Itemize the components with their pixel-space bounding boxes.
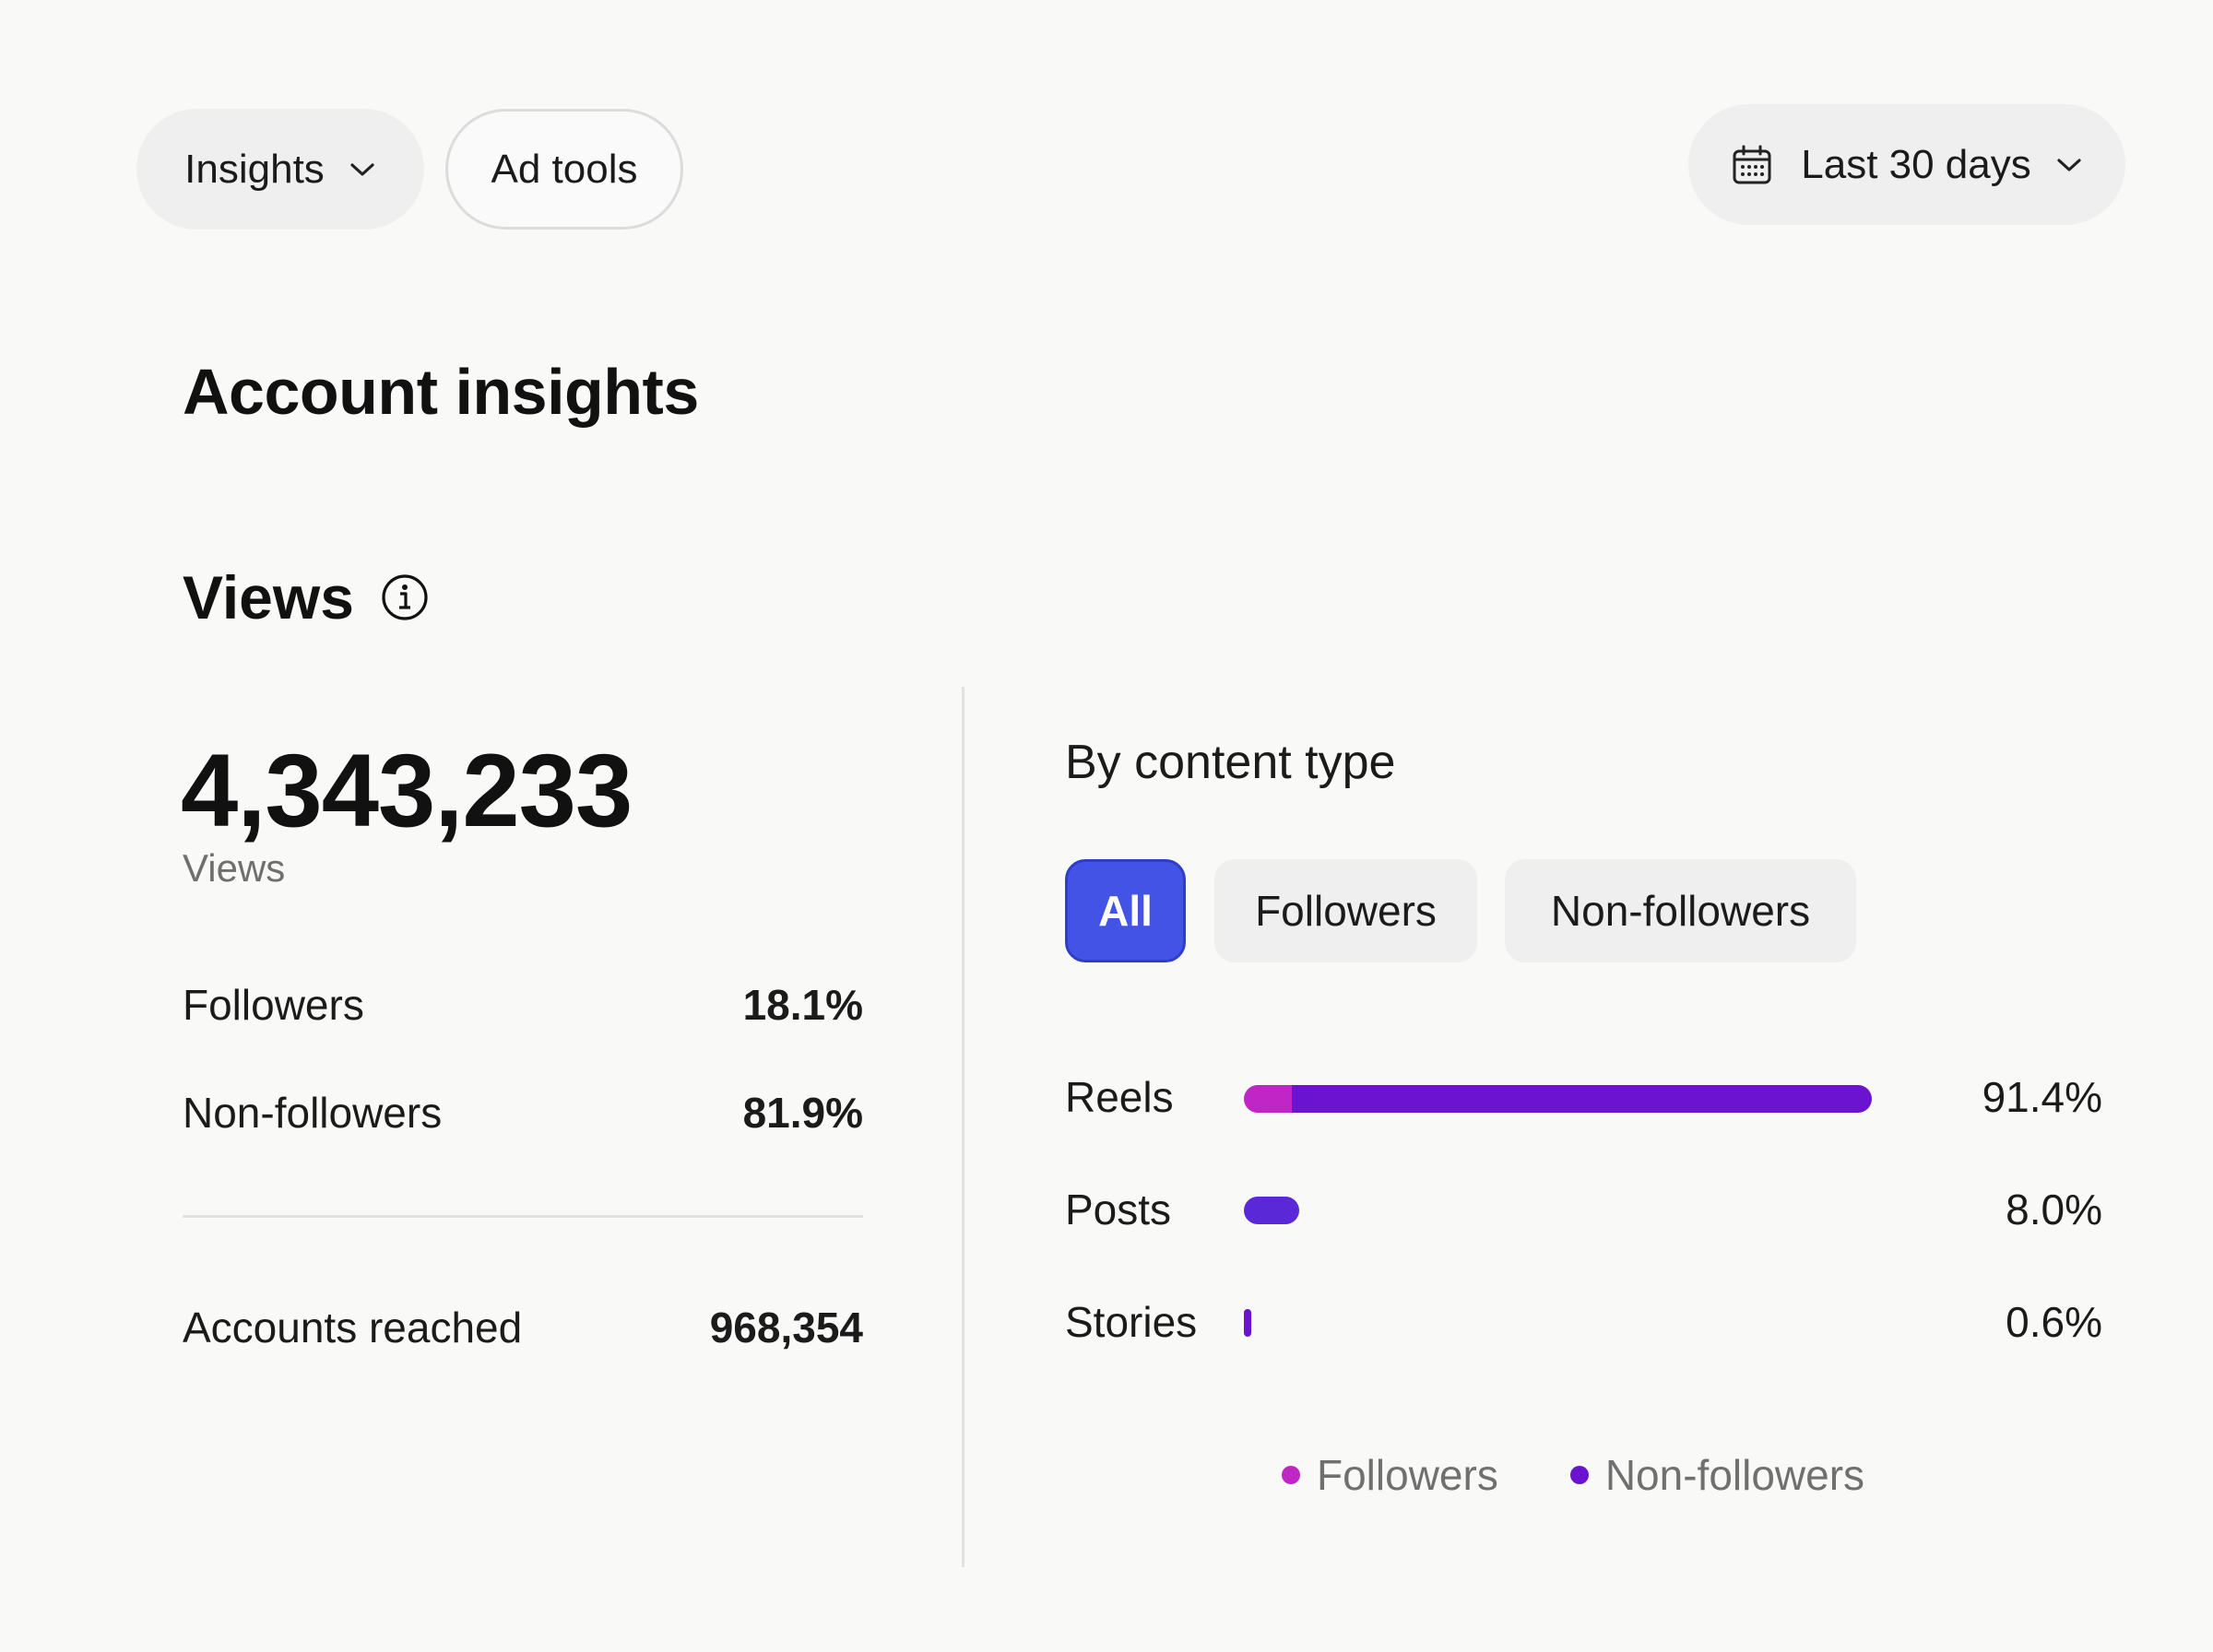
value-label-posts: 8.0% bbox=[2006, 1186, 2102, 1233]
bar-segment-non-followers bbox=[1244, 1309, 1251, 1337]
bar-segment-non-followers bbox=[1244, 1197, 1299, 1224]
non-followers-label: Non-followers bbox=[183, 1089, 443, 1137]
tab-all[interactable]: All bbox=[1065, 859, 1186, 962]
bar-segment-followers bbox=[1244, 1085, 1293, 1113]
value-label-reels: 91.4% bbox=[1982, 1073, 2102, 1121]
tab-followers[interactable]: Followers bbox=[1214, 859, 1477, 962]
legend-label-followers: Followers bbox=[1317, 1451, 1498, 1499]
bar-track-reels bbox=[1244, 1085, 1872, 1113]
bar-segment-non-followers bbox=[1292, 1085, 1872, 1113]
tab-all-label: All bbox=[1098, 887, 1153, 935]
category-label-stories: Stories bbox=[1065, 1298, 1198, 1346]
value-label-stories: 0.6% bbox=[2006, 1298, 2102, 1346]
bar-stories bbox=[1244, 1309, 1251, 1337]
content-type-title: By content type bbox=[1065, 736, 1396, 789]
insights-dropdown-label: Insights bbox=[184, 146, 325, 192]
divider bbox=[183, 1215, 863, 1218]
info-icon[interactable] bbox=[380, 572, 430, 622]
vertical-divider bbox=[962, 687, 964, 1567]
ad-tools-label: Ad tools bbox=[491, 146, 638, 192]
chevron-down-icon bbox=[349, 160, 376, 179]
tab-followers-label: Followers bbox=[1255, 887, 1437, 935]
views-total: 4,343,233 bbox=[181, 733, 633, 848]
views-total-label: Views bbox=[183, 846, 286, 890]
calendar-icon bbox=[1731, 144, 1773, 186]
accounts-reached-label: Accounts reached bbox=[183, 1304, 523, 1351]
views-heading-label: Views bbox=[183, 563, 354, 631]
bar-track-stories bbox=[1244, 1309, 1872, 1337]
page-title: Account insights bbox=[183, 356, 699, 428]
bar-posts bbox=[1244, 1197, 1299, 1224]
legend-label-non-followers: Non-followers bbox=[1604, 1451, 1865, 1499]
bar-reels bbox=[1244, 1085, 1872, 1113]
category-label-posts: Posts bbox=[1065, 1186, 1172, 1233]
legend-dot-followers bbox=[1282, 1466, 1300, 1484]
followers-label: Followers bbox=[183, 981, 364, 1029]
bar-track-posts bbox=[1244, 1197, 1872, 1224]
category-label-reels: Reels bbox=[1065, 1073, 1174, 1121]
legend-item-followers: Followers bbox=[1282, 1450, 1498, 1500]
date-range-dropdown[interactable]: Last 30 days bbox=[1688, 104, 2125, 225]
chart-legend: Followers Non-followers bbox=[1282, 1450, 1936, 1500]
insights-dropdown[interactable]: Insights bbox=[136, 109, 424, 230]
chevron-down-icon bbox=[2055, 156, 2083, 174]
followers-value: 18.1% bbox=[742, 981, 863, 1029]
legend-dot-non-followers bbox=[1569, 1466, 1589, 1484]
tab-non-followers-label: Non-followers bbox=[1550, 887, 1811, 935]
legend-item-non-followers: Non-followers bbox=[1569, 1450, 1865, 1500]
tab-non-followers[interactable]: Non-followers bbox=[1505, 859, 1856, 962]
accounts-reached-value: 968,354 bbox=[709, 1304, 863, 1351]
non-followers-value: 81.9% bbox=[742, 1089, 863, 1137]
ad-tools-button[interactable]: Ad tools bbox=[445, 109, 683, 230]
views-heading: Views bbox=[183, 562, 430, 632]
date-range-label: Last 30 days bbox=[1801, 141, 2031, 187]
